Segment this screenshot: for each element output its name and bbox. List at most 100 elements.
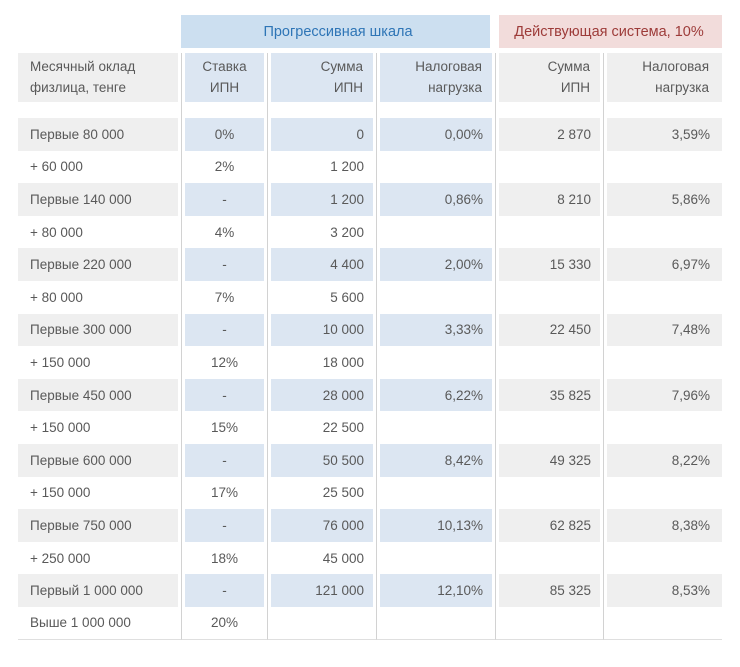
- cell-burden-current: 8,22%: [603, 443, 723, 477]
- cell-salary: + 150 000: [30, 420, 91, 436]
- cell-rate: 18%: [181, 541, 267, 575]
- cell-ipn-current: 35 825: [495, 378, 603, 412]
- cell-burden-current: 8,38%: [603, 509, 723, 542]
- cell-ipn-progressive: 50 500: [267, 443, 376, 477]
- cell-rate: -: [181, 443, 267, 477]
- cell-ipn-current: 8 210: [495, 183, 603, 216]
- cell-burden-progressive: 0,86%: [376, 183, 495, 216]
- cell-ipn-current: 15 330: [495, 248, 603, 281]
- cell-ipn-current: [495, 541, 603, 575]
- cell-burden-current: [603, 215, 722, 249]
- cell-burden-progressive: 0,00%: [376, 118, 495, 151]
- cell-salary: + 250 000: [30, 550, 91, 566]
- cell-burden-current: [603, 606, 723, 640]
- cell-ipn-progressive: 1 200: [267, 150, 376, 184]
- table-row: Первые 300 000-10 000 3,33% 22 450 7,48%: [18, 313, 723, 347]
- cell-ipn-current: [495, 215, 603, 249]
- table-row: + 150 000 17% 25 500: [18, 476, 722, 510]
- cell-rate: 0%: [181, 118, 267, 151]
- table-row: Первый 1 000 000-121 000 12,10% 85 325 8,53…: [18, 574, 723, 607]
- cell-burden-progressive: [376, 150, 495, 184]
- cell-burden-current: 8,53%: [603, 574, 723, 607]
- cell-burden-progressive: [376, 280, 495, 314]
- cell-ipn-current: 49 325: [495, 443, 603, 477]
- cell-rate: 2%: [181, 150, 267, 184]
- cell-burden-progressive: 3,33%: [376, 313, 495, 347]
- cell-burden-progressive: [376, 606, 495, 640]
- cell-salary: + 150 000: [30, 354, 91, 370]
- cell-ipn-progressive: 5 600: [267, 280, 376, 314]
- group-header-progressive: Прогрессивная шкала: [181, 15, 495, 48]
- group-header-row: Прогрессивная шкала Действующая система,…: [18, 15, 723, 48]
- cell-salary: + 150 000: [30, 485, 91, 501]
- cell-burden-progressive: [376, 346, 495, 379]
- cell-burden-current: 7,96%: [603, 378, 723, 412]
- cell-salary: + 60 000: [30, 159, 83, 175]
- cell-ipn-progressive: 4 400: [267, 248, 376, 281]
- cell-salary: Первые 300 000: [18, 313, 181, 347]
- cell-rate: 15%: [181, 411, 267, 444]
- column-header-salary: Месячный оклад физлица, тенге: [18, 53, 181, 102]
- table-row: Первые 80 000 0% 0 0,00% 2 870 3,59%: [18, 118, 723, 151]
- column-header-ipn-progressive: Сумма ИПН: [267, 53, 376, 102]
- cell-ipn-progressive: 10 000: [267, 313, 376, 347]
- cell-ipn-current: 85 325: [495, 574, 603, 607]
- cell-ipn-current: [495, 280, 603, 314]
- cell-salary: + 80 000: [30, 289, 83, 305]
- cell-ipn-progressive: 121 000: [267, 574, 376, 607]
- cell-rate: -: [181, 183, 267, 216]
- cell-burden-progressive: 6,22%: [376, 378, 495, 412]
- cell-ipn-progressive: 28 000: [267, 378, 376, 412]
- column-header-ipn-current: Сумма ИПН: [495, 53, 603, 102]
- cell-salary: Первые 80 000: [18, 118, 181, 151]
- table-row: Первые 220 000-4 400 2,00% 15 330 6,97%: [18, 248, 723, 281]
- cell-burden-progressive: [376, 411, 495, 444]
- cell-burden-progressive: [376, 476, 495, 510]
- column-header-burden-progressive: Налоговая нагрузка: [376, 53, 495, 102]
- cell-rate: 12%: [181, 346, 267, 379]
- cell-ipn-current: 62 825: [495, 509, 603, 542]
- cell-rate: 7%: [181, 280, 267, 314]
- cell-burden-progressive: [376, 541, 495, 575]
- corner-blank-cell: [18, 15, 181, 48]
- table-row: Первые 750 000-76 000 10,13% 62 825 8,38%: [18, 509, 723, 542]
- cell-ipn-current: [495, 411, 603, 444]
- cell-burden-current: 3,59%: [603, 118, 723, 151]
- table-row: Первые 450 000-28 000 6,22% 35 825 7,96%: [18, 378, 723, 412]
- table-body: Первые 80 000 0% 0 0,00% 2 870 3,59% + 60 000 2…: [18, 118, 723, 640]
- cell-salary: Первые 600 000: [18, 443, 181, 477]
- cell-burden-current: 6,97%: [603, 248, 723, 281]
- cell-burden-current: [603, 411, 722, 444]
- cell-ipn-progressive: 25 500: [267, 476, 376, 510]
- cell-rate: -: [181, 248, 267, 281]
- table-row: Первые 140 000-1 200 0,86% 8 210 5,86%: [18, 183, 723, 216]
- cell-burden-progressive: 12,10%: [376, 574, 495, 607]
- cell-rate: 20%: [181, 606, 267, 640]
- table-row: + 60 000 2% 1 200: [18, 150, 722, 184]
- cell-salary: Первые 220 000: [18, 248, 181, 281]
- table-row: + 150 000 15% 22 500: [18, 411, 722, 444]
- cell-salary: Первые 450 000: [18, 378, 181, 412]
- table-row: + 150 000 12% 18 000: [18, 346, 722, 379]
- cell-salary: + 80 000: [30, 224, 83, 240]
- cell-ipn-progressive: 1 200: [267, 183, 376, 216]
- cell-rate: -: [181, 378, 267, 412]
- column-header-burden-current: Налоговая нагрузка: [603, 53, 723, 102]
- cell-salary: Первый 1 000 000: [18, 574, 181, 607]
- cell-rate: -: [181, 574, 267, 607]
- group-header-current: Действующая система, 10%: [495, 15, 723, 48]
- cell-ipn-progressive: 3 200: [267, 215, 376, 249]
- cell-burden-current: [603, 541, 722, 575]
- cell-ipn-progressive: 45 000: [267, 541, 376, 575]
- cell-ipn-progressive: 18 000: [267, 346, 376, 379]
- cell-burden-progressive: 10,13%: [376, 509, 495, 542]
- cell-burden-progressive: [376, 215, 495, 249]
- cell-rate: 4%: [181, 215, 267, 249]
- cell-rate: -: [181, 313, 267, 347]
- cell-salary: Первые 140 000: [18, 183, 181, 216]
- cell-burden-current: 5,86%: [603, 183, 723, 216]
- cell-burden-current: [603, 280, 722, 314]
- cell-burden-current: [603, 346, 722, 379]
- cell-ipn-progressive: 22 500: [267, 411, 376, 444]
